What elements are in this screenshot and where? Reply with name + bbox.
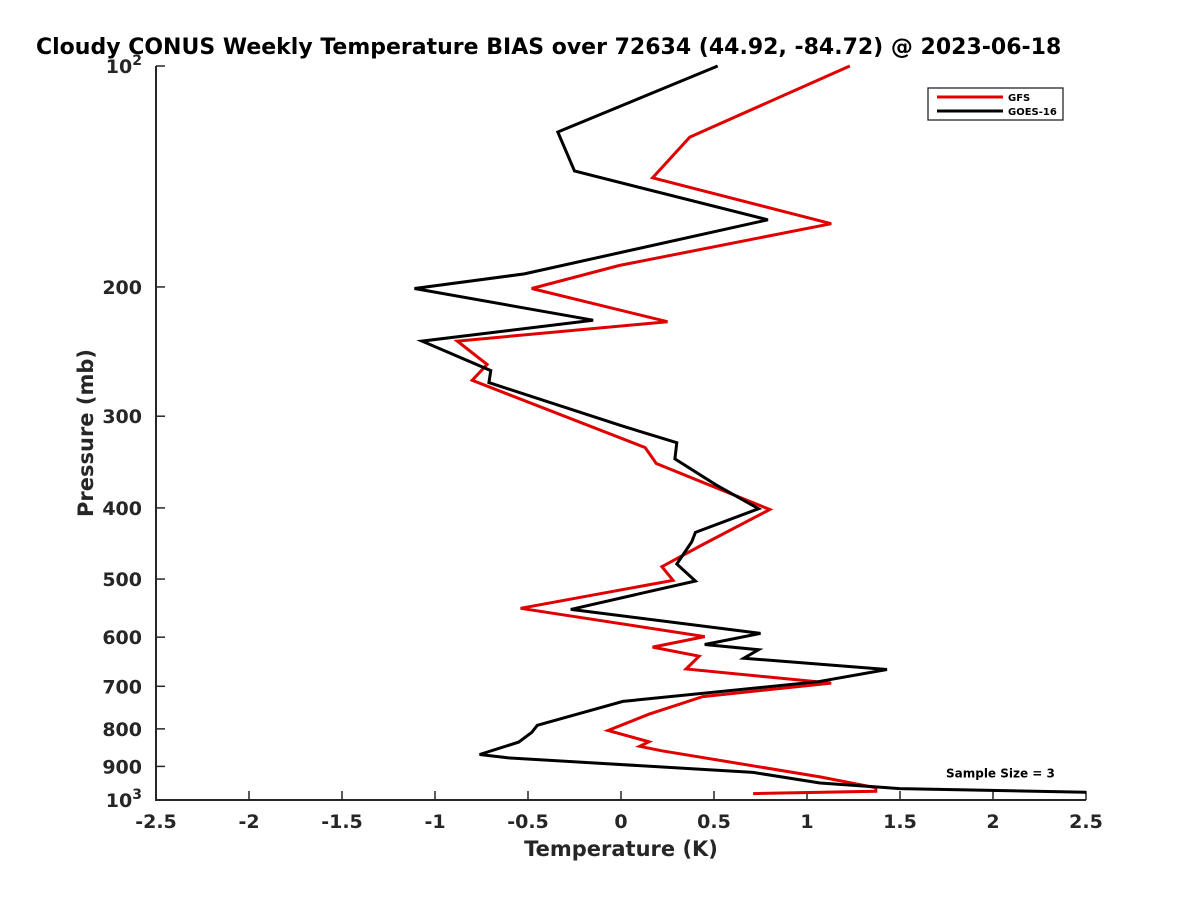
x-axis-title: Temperature (K) bbox=[524, 837, 718, 861]
axis-lines bbox=[155, 66, 1086, 801]
series-group bbox=[414, 64, 1087, 796]
x-tick-label: 0 bbox=[614, 811, 627, 833]
legend-label-gfs: GFS bbox=[1008, 93, 1030, 104]
x-tick-label: -0.5 bbox=[507, 811, 549, 833]
x-tick-label: -2.5 bbox=[135, 811, 177, 833]
y-tick-label: 200 bbox=[102, 277, 142, 299]
y-tick-label: 800 bbox=[102, 719, 142, 741]
series-line-goes16 bbox=[414, 64, 1087, 794]
y-axis-title: Pressure (mb) bbox=[74, 349, 98, 517]
chart-title: Cloudy CONUS Weekly Temperature BIAS ove… bbox=[36, 35, 1061, 60]
x-tick-label: 1.5 bbox=[883, 811, 917, 833]
x-tick-label: 2.5 bbox=[1069, 811, 1103, 833]
y-tick-label: 900 bbox=[102, 756, 142, 778]
legend: GFS GOES-16 bbox=[927, 87, 1064, 121]
x-tick-label: -1 bbox=[424, 811, 445, 833]
y-tick-label: 102 bbox=[106, 53, 142, 78]
x-tick-label: -1.5 bbox=[321, 811, 363, 833]
plot-area: -2.5 -2 -1.5 -1 -0.5 0 0.5 1 1.5 2 2.5 102 200 300 40… bbox=[102, 53, 1103, 833]
y-tick-label: 400 bbox=[102, 498, 142, 520]
annotation-sample-size: Sample Size = 3 bbox=[946, 766, 1055, 780]
legend-box bbox=[927, 87, 1064, 121]
y-tick-label: 300 bbox=[102, 406, 142, 428]
x-tick-label: 1 bbox=[800, 811, 813, 833]
y-tick-label: 500 bbox=[102, 569, 142, 591]
y-tick-label: 600 bbox=[102, 627, 142, 649]
y-tick-label: 700 bbox=[102, 676, 142, 698]
x-axis: -2.5 -2 -1.5 -1 -0.5 0 0.5 1 1.5 2 2.5 bbox=[135, 791, 1103, 833]
y-tick-label: 103 bbox=[106, 787, 142, 812]
y-axis: 102 200 300 400 500 600 700 800 900 103 bbox=[102, 53, 165, 812]
legend-label-goes16: GOES-16 bbox=[1008, 107, 1057, 118]
x-tick-label: -2 bbox=[238, 811, 259, 833]
x-tick-label: 2 bbox=[986, 811, 999, 833]
x-tick-label: 0.5 bbox=[697, 811, 731, 833]
series-line-gfs bbox=[453, 64, 878, 796]
